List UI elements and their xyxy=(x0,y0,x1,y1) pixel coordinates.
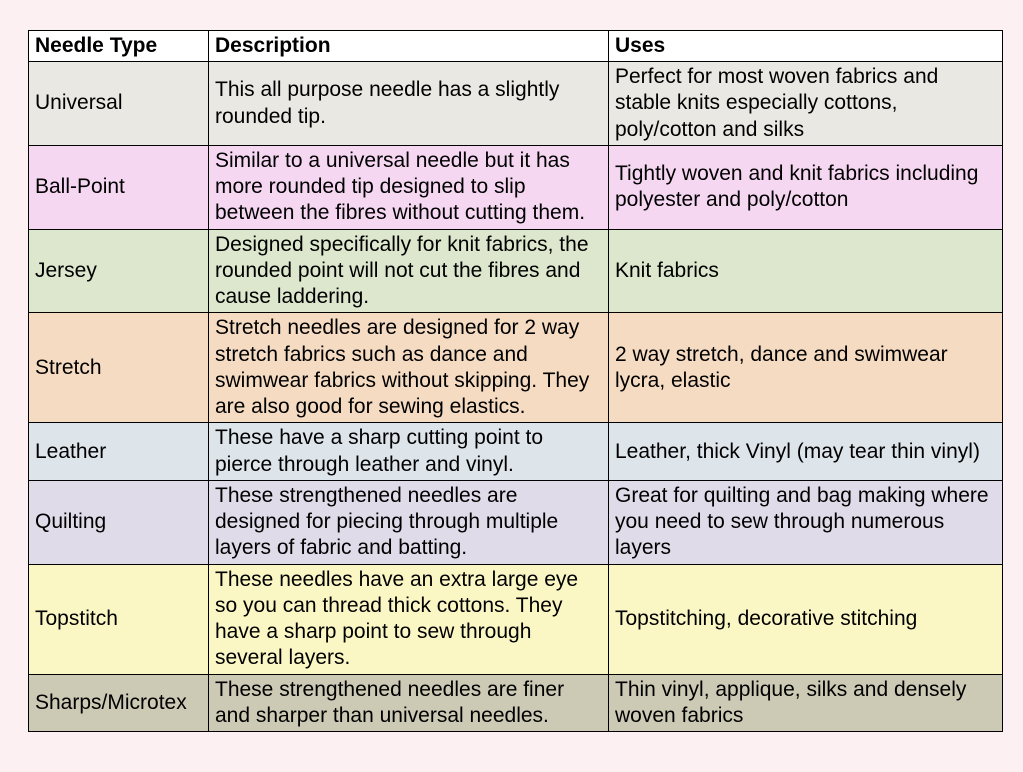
needle-type-cell: Stretch xyxy=(29,313,209,423)
uses-cell: Thin vinyl, applique, silks and densely … xyxy=(609,674,1003,732)
col-header-description: Description xyxy=(209,30,609,61)
uses-cell: Tightly woven and knit fabrics including… xyxy=(609,145,1003,229)
uses-cell: Knit fabrics xyxy=(609,229,1003,313)
description-cell: These have a sharp cutting point to pier… xyxy=(209,423,609,481)
table-row: Ball-PointSimilar to a universal needle … xyxy=(29,145,1003,229)
uses-cell: 2 way stretch, dance and swimwear lycra,… xyxy=(609,313,1003,423)
table-row: LeatherThese have a sharp cutting point … xyxy=(29,423,1003,481)
needle-type-cell: Quilting xyxy=(29,480,209,564)
description-cell: These strengthened needles are designed … xyxy=(209,480,609,564)
uses-cell: Topstitching, decorative stitching xyxy=(609,564,1003,674)
table-row: Sharps/MicrotexThese strengthened needle… xyxy=(29,674,1003,732)
uses-cell: Leather, thick Vinyl (may tear thin viny… xyxy=(609,423,1003,481)
description-cell: Stretch needles are designed for 2 way s… xyxy=(209,313,609,423)
table-row: StretchStretch needles are designed for … xyxy=(29,313,1003,423)
description-cell: These strengthened needles are finer and… xyxy=(209,674,609,732)
col-header-uses: Uses xyxy=(609,30,1003,61)
needle-type-cell: Sharps/Microtex xyxy=(29,674,209,732)
uses-cell: Great for quilting and bag making where … xyxy=(609,480,1003,564)
table-row: QuiltingThese strengthened needles are d… xyxy=(29,480,1003,564)
description-cell: This all purpose needle has a slightly r… xyxy=(209,62,609,146)
description-cell: These needles have an extra large eye so… xyxy=(209,564,609,674)
needle-type-cell: Topstitch xyxy=(29,564,209,674)
description-cell: Designed specifically for knit fabrics, … xyxy=(209,229,609,313)
col-header-needle-type: Needle Type xyxy=(29,30,209,61)
needle-type-cell: Jersey xyxy=(29,229,209,313)
table-row: TopstitchThese needles have an extra lar… xyxy=(29,564,1003,674)
needle-types-table: Needle Type Description Uses UniversalTh… xyxy=(28,30,1003,732)
table-row: UniversalThis all purpose needle has a s… xyxy=(29,62,1003,146)
table-row: JerseyDesigned specifically for knit fab… xyxy=(29,229,1003,313)
table-header-row: Needle Type Description Uses xyxy=(29,30,1003,61)
needle-type-cell: Leather xyxy=(29,423,209,481)
needle-type-cell: Ball-Point xyxy=(29,145,209,229)
description-cell: Similar to a universal needle but it has… xyxy=(209,145,609,229)
needle-type-cell: Universal xyxy=(29,62,209,146)
uses-cell: Perfect for most woven fabrics and stabl… xyxy=(609,62,1003,146)
